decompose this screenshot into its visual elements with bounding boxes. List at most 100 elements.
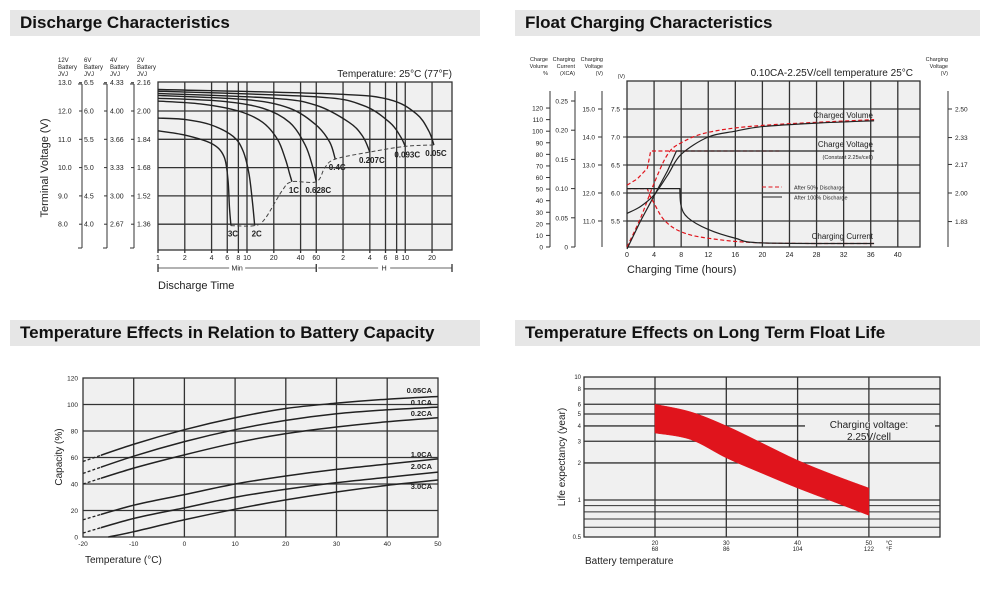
x-tick-label-f: 104 <box>793 547 804 553</box>
axis-header: Charging <box>553 57 575 63</box>
x-tick-label: 20 <box>282 541 290 548</box>
y-tick-label: 120 <box>532 106 543 113</box>
y-tick-label: 1.52 <box>137 193 151 200</box>
y-tick-label: 10.0 <box>58 165 72 172</box>
unit-label-c: °C <box>886 541 893 547</box>
axis-header: 6V <box>84 58 91 64</box>
title-float-charging: Float Charging Characteristics <box>515 10 980 36</box>
curve-label-0.628C: 0.628C <box>305 186 331 195</box>
y-tick-label: 60 <box>536 175 544 182</box>
title-float-life: Temperature Effects on Long Term Float L… <box>515 320 980 346</box>
x-axis-label: Charging Time (hours) <box>627 264 736 276</box>
discharge-curve-1C <box>157 100 293 182</box>
y-tick-label: 6.5 <box>84 80 94 87</box>
y-tick-label: 13.0 <box>582 163 595 170</box>
curve-label-0.05C: 0.05C <box>425 149 447 158</box>
x-tick-label: 36 <box>867 252 875 259</box>
axis-header: Voltage <box>585 64 603 70</box>
x-tick-label-c: 50 <box>866 541 873 547</box>
x-tick-label: 24 <box>786 252 794 259</box>
y-tick-label: 2.16 <box>137 80 151 87</box>
x-axis-label: Battery temperature <box>585 556 674 567</box>
y-tick-label: 50 <box>536 187 544 194</box>
y-tick-label: 5.5 <box>84 137 94 144</box>
x-tick-label: 30 <box>333 541 341 548</box>
curve-label-3C: 3C <box>228 230 238 239</box>
y-tick-label: 0 <box>74 535 78 542</box>
x-tick-label-f: 86 <box>723 547 730 553</box>
life-expectancy-band <box>654 403 870 516</box>
y-tick-label: 1 <box>578 498 582 504</box>
y-tick-label: 80 <box>536 152 544 159</box>
y-tick-label: 4.0 <box>84 222 94 229</box>
charge-voltage-label: Charge Voltage <box>818 140 874 149</box>
y-tick-label: 5.0 <box>84 165 94 172</box>
y-tick-label: 100 <box>532 129 543 136</box>
axis-header: Charge <box>530 57 548 63</box>
y-tick-label: 10 <box>536 233 544 240</box>
y-tick-label: 2.00 <box>955 191 968 198</box>
end-voltage-line <box>230 144 434 227</box>
axis-header: Battery <box>84 65 103 71</box>
x-axis-label: Discharge Time <box>158 280 234 292</box>
axis-header: Battery <box>137 65 156 71</box>
y-tick-label: 0.10 <box>555 186 568 193</box>
y-tick-label: 2 <box>578 461 582 467</box>
plot-area <box>157 81 453 251</box>
y-tick-label: 40 <box>71 482 79 489</box>
temperature-annotation: Temperature: 25°C (77°F) <box>337 69 452 80</box>
x-tick-label: 6 <box>384 255 388 262</box>
curve-label-3.0CA: 3.0CA <box>411 482 433 491</box>
y-tick-label: 0 <box>564 245 568 252</box>
x-tick-label-f: 122 <box>864 547 875 553</box>
curve-label-0.207C: 0.207C <box>359 156 385 165</box>
discharge-curve-3C <box>157 130 232 226</box>
min-range-label: Min <box>231 266 242 273</box>
y-tick-label: 30 <box>536 210 544 217</box>
charging-voltage-annotation: Charging voltage: <box>830 420 908 431</box>
y-tick-label: 11.0 <box>58 137 71 144</box>
y-tick-label: 14.0 <box>582 135 595 142</box>
curve-label-1C: 1C <box>289 186 299 195</box>
x-tick-label: 16 <box>731 252 739 259</box>
legend-label-50pct: After 50% Discharge <box>794 186 844 192</box>
y-tick-label: 1.84 <box>137 137 151 144</box>
x-tick-label: 1 <box>156 255 160 262</box>
x-tick-label-f: 68 <box>652 547 659 553</box>
x-tick-label: 2 <box>341 255 345 262</box>
charging-current-label: Charging Current <box>812 232 874 241</box>
curve-label-0.093C: 0.093C <box>394 150 420 159</box>
x-tick-label: 10 <box>231 541 239 548</box>
annotation-background <box>805 421 935 430</box>
x-tick-label: 8 <box>236 255 240 262</box>
axis-header: JVJ <box>84 72 94 78</box>
axis-header: 2V <box>137 58 144 64</box>
x-tick-label: 0 <box>625 252 629 259</box>
x-tick-label: 2 <box>183 255 187 262</box>
curve-label-0.2CA: 0.2CA <box>411 409 433 418</box>
axis-header: Battery <box>110 65 129 71</box>
y-tick-label: 3.00 <box>110 193 124 200</box>
y-axis-label: Life expectancy (year) <box>557 408 568 506</box>
axis-header: 12V <box>58 58 69 64</box>
title-temp-capacity: Temperature Effects in Relation to Batte… <box>10 320 480 346</box>
y-tick-label: 12.0 <box>582 191 595 198</box>
y-tick-label: 40 <box>536 198 544 205</box>
float-curve-charging_current_ca-100pct <box>627 188 875 245</box>
y-tick-label: 3.33 <box>110 165 124 172</box>
y-tick-label: 1.36 <box>137 222 151 229</box>
float-curve-charged_volume_pct-100pct <box>626 120 875 214</box>
y-tick-label: 110 <box>533 117 544 124</box>
y-tick-label: 20 <box>71 508 79 515</box>
y-tick-label: 6 <box>578 402 582 408</box>
y-tick-label: 10 <box>574 375 581 381</box>
axis-header: (V) <box>618 74 626 80</box>
capacity-curve-3.0CA <box>108 479 438 538</box>
y-tick-label: 4.33 <box>110 80 124 87</box>
x-tick-label: 4 <box>210 255 214 262</box>
x-tick-label: 20 <box>428 255 436 262</box>
y-tick-label: 4.5 <box>84 193 94 200</box>
curve-label-0.4C: 0.4C <box>329 163 346 172</box>
y-tick-label: 8 <box>578 387 582 393</box>
